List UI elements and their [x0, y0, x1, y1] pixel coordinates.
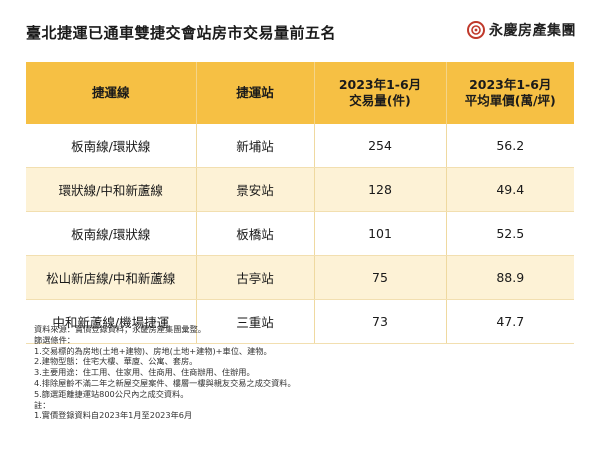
table-row: 板南線/環狀線 板橋站 101 52.5	[26, 211, 574, 256]
cell-volume: 101	[314, 211, 447, 256]
cell-line: 松山新店線/中和新蘆線	[26, 255, 197, 300]
header-price: 2023年1-6月 平均單價(萬/坪)	[446, 62, 574, 124]
note-line: 4.排除屋齡不滿二年之新屋交屋案件、樓層一樓與親友交易之成交資料。	[34, 377, 296, 388]
cell-price: 49.4	[446, 167, 574, 212]
cell-station: 板橋站	[196, 211, 315, 256]
cell-price: 56.2	[446, 124, 574, 168]
note-line: 1.實價登錄資料自2023年1月至2023年6月	[34, 410, 193, 421]
footnotes: 資料來源：實價登錄資料；永慶房產集團彙整。 篩選條件： 1.交易標的為房地(土地…	[34, 324, 296, 421]
header-mrt-station: 捷運站	[196, 62, 315, 124]
cell-volume: 75	[314, 255, 447, 300]
note-line: 1.交易標的為房地(土地+建物)、房地(土地+建物)+車位、建物。	[34, 345, 272, 356]
cell-station: 古亭站	[196, 255, 315, 300]
brand-name: 永慶房產集團	[489, 23, 576, 39]
cell-price: 88.9	[446, 255, 574, 300]
note-line: 3.主要用途：住工用、住家用、住商用、住商辦用、住辦用。	[34, 367, 255, 378]
header-label: 2023年1-6月	[469, 77, 552, 92]
header-sublabel: 平均單價(萬/坪)	[464, 93, 556, 108]
brand-logo-icon	[467, 21, 485, 39]
header-label: 捷運站	[236, 85, 274, 100]
cell-station: 三重站	[196, 299, 315, 344]
cell-price: 47.7	[446, 299, 574, 344]
cell-line: 中和新蘆線/機場捷運	[26, 299, 197, 344]
table-header-row: 捷運線 捷運站 2023年1-6月 交易量(件) 2023年1-6月 平均單價(…	[26, 62, 574, 124]
table-row: 板南線/環狀線 新埔站 254 56.2	[26, 124, 574, 168]
transaction-table: 捷運線 捷運站 2023年1-6月 交易量(件) 2023年1-6月 平均單價(…	[26, 62, 574, 344]
cell-price: 52.5	[446, 211, 574, 256]
note-line: 5.篩選距離捷運站800公尺內之成交資料。	[34, 388, 189, 399]
cell-volume: 254	[314, 124, 447, 168]
header: 臺北捷運已通車雙捷交會站房市交易量前五名 永慶房產集團	[26, 20, 576, 50]
cell-line: 板南線/環狀線	[26, 124, 197, 168]
cell-volume: 73	[314, 299, 447, 344]
cell-volume: 128	[314, 167, 447, 212]
table-row: 松山新店線/中和新蘆線 古亭站 75 88.9	[26, 255, 574, 300]
page-title: 臺北捷運已通車雙捷交會站房市交易量前五名	[26, 24, 337, 42]
note-line: 2.建物型態：住宅大樓、華廈、公寓、套房。	[34, 356, 198, 367]
header-label: 2023年1-6月	[338, 77, 422, 92]
cell-line: 板南線/環狀線	[26, 211, 197, 256]
header-sublabel: 交易量(件)	[349, 93, 411, 108]
note-line: 註：	[34, 399, 51, 410]
header-volume: 2023年1-6月 交易量(件)	[314, 62, 447, 124]
header-label: 捷運線	[91, 85, 130, 100]
note-line: 資料來源：實價登錄資料；永慶房產集團彙整。	[34, 324, 206, 334]
table-row: 中和新蘆線/機場捷運 三重站 73 47.7	[26, 299, 574, 344]
table-row: 環狀線/中和新蘆線 景安站 128 49.4	[26, 167, 574, 212]
cell-line: 環狀線/中和新蘆線	[26, 167, 197, 212]
cell-station: 新埔站	[196, 124, 315, 168]
cell-station: 景安站	[196, 167, 315, 212]
header-mrt-line: 捷運線	[26, 62, 197, 124]
brand-logo: 永慶房產集團	[467, 20, 576, 40]
note-line: 篩選條件：	[34, 334, 75, 345]
